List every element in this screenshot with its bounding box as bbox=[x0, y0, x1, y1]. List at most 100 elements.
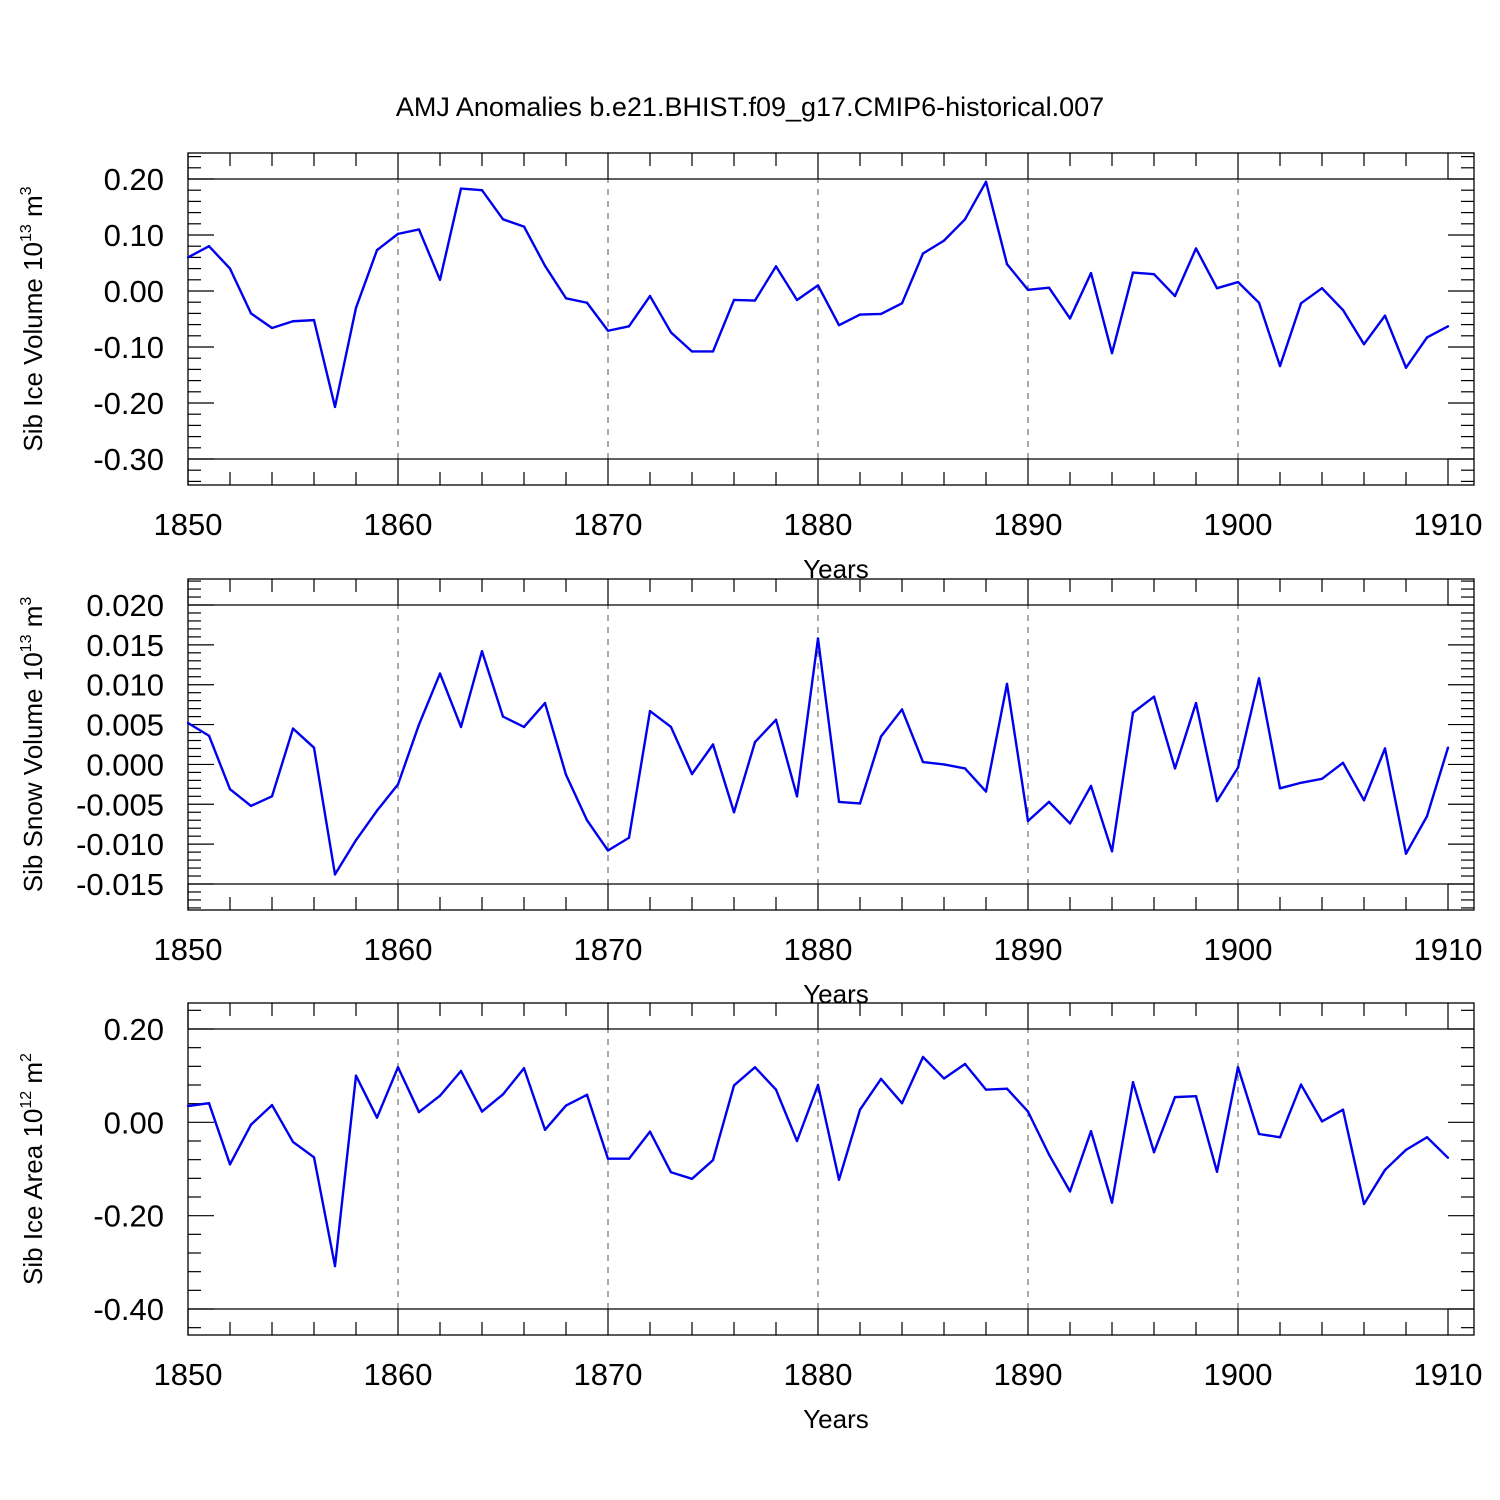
data-point bbox=[606, 849, 610, 852]
data-point bbox=[1446, 746, 1450, 749]
data-point bbox=[1404, 1148, 1408, 1152]
data-point bbox=[1110, 850, 1114, 853]
plot-frame bbox=[187, 1002, 1475, 1336]
data-point bbox=[1194, 1095, 1198, 1098]
data-point bbox=[984, 1088, 988, 1091]
data-point bbox=[312, 746, 316, 749]
chart-title: AMJ Anomalies b.e21.BHIST.f09_g17.CMIP6-… bbox=[396, 92, 1104, 122]
data-point bbox=[333, 1264, 337, 1268]
x-axis-label: Years bbox=[803, 1404, 869, 1434]
x-tick-label: 1910 bbox=[1414, 932, 1483, 967]
x-tick-label: 1860 bbox=[364, 932, 433, 967]
data-point bbox=[270, 326, 274, 330]
data-point bbox=[1047, 286, 1051, 289]
data-point bbox=[354, 1074, 358, 1077]
data-point bbox=[207, 734, 211, 737]
x-tick-label: 1900 bbox=[1204, 1357, 1273, 1392]
data-point bbox=[438, 672, 442, 675]
data-point bbox=[543, 264, 547, 267]
data-point bbox=[1236, 766, 1240, 769]
y-axis-label: Sib Snow Volume 1013 m3 bbox=[18, 597, 48, 893]
data-point bbox=[900, 1102, 904, 1105]
data-point bbox=[1404, 852, 1408, 855]
data-point bbox=[312, 1156, 316, 1159]
data-point bbox=[690, 772, 694, 776]
data-point bbox=[564, 297, 568, 300]
data-point bbox=[1362, 1202, 1366, 1206]
y-tick-label: 0.20 bbox=[104, 1012, 164, 1047]
data-point bbox=[837, 800, 841, 804]
data-point bbox=[1257, 677, 1261, 680]
data-point bbox=[1257, 1132, 1261, 1136]
data-point bbox=[1110, 1201, 1114, 1204]
data-point bbox=[1362, 343, 1366, 346]
data-point bbox=[1089, 271, 1093, 275]
data-point bbox=[249, 312, 253, 315]
data-point bbox=[354, 838, 358, 842]
x-tick-label: 1870 bbox=[574, 932, 643, 967]
data-point bbox=[438, 1094, 442, 1097]
data-point bbox=[1425, 336, 1429, 339]
data-point bbox=[1152, 1151, 1156, 1154]
data-point bbox=[921, 1055, 925, 1059]
data-point bbox=[627, 1157, 631, 1160]
data-point bbox=[1068, 317, 1072, 320]
data-point bbox=[543, 701, 547, 705]
data-point bbox=[690, 1177, 694, 1181]
data-point bbox=[1341, 1108, 1345, 1111]
data-point bbox=[480, 650, 484, 653]
data-point bbox=[1215, 287, 1219, 290]
plot-frame bbox=[187, 578, 1475, 911]
panel-1: -0.30 -0.20 -0.10 0.00 0.10 0.20 1850 1860 1870 1… bbox=[18, 152, 1483, 584]
data-point bbox=[585, 819, 589, 822]
y-tick-label: 0.20 bbox=[104, 162, 164, 197]
data-point bbox=[627, 836, 631, 839]
data-point bbox=[291, 1140, 295, 1144]
data-point bbox=[627, 325, 631, 328]
data-point bbox=[438, 278, 442, 281]
data-point bbox=[669, 331, 673, 334]
data-point bbox=[1194, 701, 1198, 705]
data-point bbox=[1299, 781, 1303, 784]
data-point bbox=[858, 802, 862, 805]
data-point bbox=[417, 1110, 421, 1114]
data-point bbox=[816, 637, 820, 640]
data-point bbox=[774, 1088, 778, 1091]
data-point bbox=[1299, 1083, 1303, 1086]
data-point bbox=[417, 723, 421, 726]
y-tick-label: 0.020 bbox=[86, 588, 164, 623]
data-point bbox=[879, 1077, 883, 1081]
x-tick-label: 1870 bbox=[574, 1357, 643, 1392]
data-point bbox=[249, 1123, 253, 1126]
x-tick-label: 1910 bbox=[1414, 507, 1483, 542]
data-point bbox=[1005, 682, 1009, 686]
panel-3: -0.40 -0.20 0.00 0.20 1850 1860 1870 1880 1890 19… bbox=[18, 1002, 1482, 1434]
data-point bbox=[1152, 273, 1156, 276]
data-point bbox=[1026, 288, 1030, 292]
data-point bbox=[354, 306, 358, 309]
data-point bbox=[669, 725, 673, 729]
data-point bbox=[690, 350, 694, 353]
data-point bbox=[1047, 1153, 1051, 1156]
y-tick-label: -0.40 bbox=[93, 1292, 164, 1327]
data-point bbox=[753, 299, 757, 302]
data-point bbox=[270, 1103, 274, 1107]
data-point bbox=[879, 312, 883, 316]
data-point bbox=[774, 718, 778, 721]
data-point bbox=[942, 763, 946, 766]
data-point bbox=[648, 1130, 652, 1133]
data-point bbox=[1446, 325, 1450, 328]
data-point bbox=[921, 252, 925, 255]
data-point bbox=[1404, 366, 1408, 369]
data-point bbox=[1320, 1120, 1324, 1123]
data-point bbox=[816, 1083, 820, 1087]
data-point bbox=[1005, 262, 1009, 266]
data-point bbox=[711, 1158, 715, 1162]
x-tick-label: 1860 bbox=[364, 507, 433, 542]
y-tick-label: -0.015 bbox=[76, 867, 164, 902]
y-tick-label: 0.00 bbox=[104, 1105, 164, 1140]
data-point bbox=[1383, 747, 1387, 750]
data-point bbox=[669, 1171, 673, 1174]
data-point bbox=[1278, 1136, 1282, 1139]
data-point bbox=[207, 1102, 211, 1105]
